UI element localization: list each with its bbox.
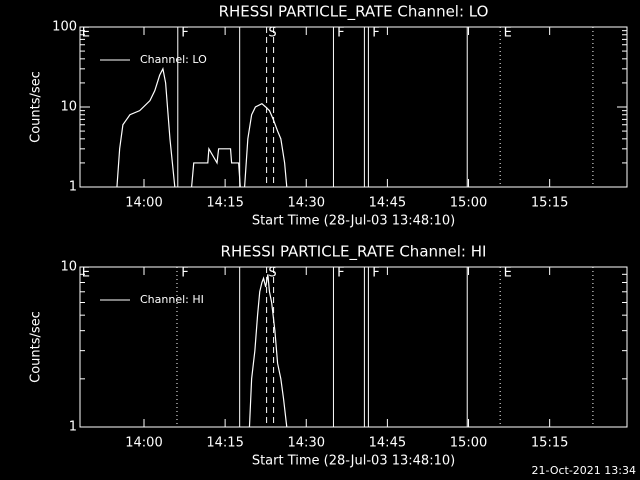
y-tick-label: 1	[69, 420, 77, 435]
x-axis-label: Start Time (28-Jul-03 13:48:10)	[252, 214, 455, 229]
data-line	[248, 274, 288, 428]
chart-title: RHESSI PARTICLE_RATE Channel: HI	[221, 243, 487, 262]
flag-label: S	[268, 26, 276, 41]
plot-frame	[79, 26, 628, 188]
flag-label: E	[504, 26, 512, 41]
x-tick-label: 14:45	[369, 436, 406, 451]
flag-label: S	[268, 266, 276, 281]
y-tick-label: 10	[60, 260, 77, 275]
chart-title: RHESSI PARTICLE_RATE Channel: LO	[219, 3, 489, 22]
flag-label: F	[372, 266, 379, 281]
x-tick-label: 14:45	[369, 196, 406, 211]
x-tick-label: 15:15	[531, 436, 568, 451]
x-tick-label: 14:30	[288, 436, 325, 451]
y-axis-label: Counts/sec	[29, 311, 44, 383]
x-tick-label: 14:00	[125, 196, 162, 211]
flag-label: E	[82, 266, 90, 281]
flag-label: F	[337, 266, 344, 281]
y-axis-label: Counts/sec	[29, 71, 44, 143]
flag-label: F	[181, 26, 188, 41]
y-tick-label: 10	[60, 100, 77, 115]
x-tick-label: 14:00	[125, 436, 162, 451]
data-line	[116, 67, 288, 188]
x-tick-label: 15:00	[450, 196, 487, 211]
y-tick-label: 100	[52, 20, 77, 35]
x-tick-label: 14:30	[288, 196, 325, 211]
y-tick-label: 1	[69, 180, 77, 195]
x-axis-label: Start Time (28-Jul-03 13:48:10)	[252, 454, 455, 469]
legend-label: Channel: LO	[140, 53, 207, 66]
legend-label: Channel: HI	[140, 293, 204, 306]
flag-label: F	[372, 26, 379, 41]
x-tick-label: 14:15	[206, 436, 243, 451]
flag-label: E	[504, 266, 512, 281]
x-tick-label: 14:15	[206, 196, 243, 211]
plot-frame	[79, 266, 628, 428]
x-tick-label: 15:00	[450, 436, 487, 451]
flag-label: F	[337, 26, 344, 41]
x-tick-label: 15:15	[531, 196, 568, 211]
flag-label: E	[82, 26, 90, 41]
timestamp: 21-Oct-2021 13:34	[532, 464, 636, 477]
flag-label: F	[181, 266, 188, 281]
